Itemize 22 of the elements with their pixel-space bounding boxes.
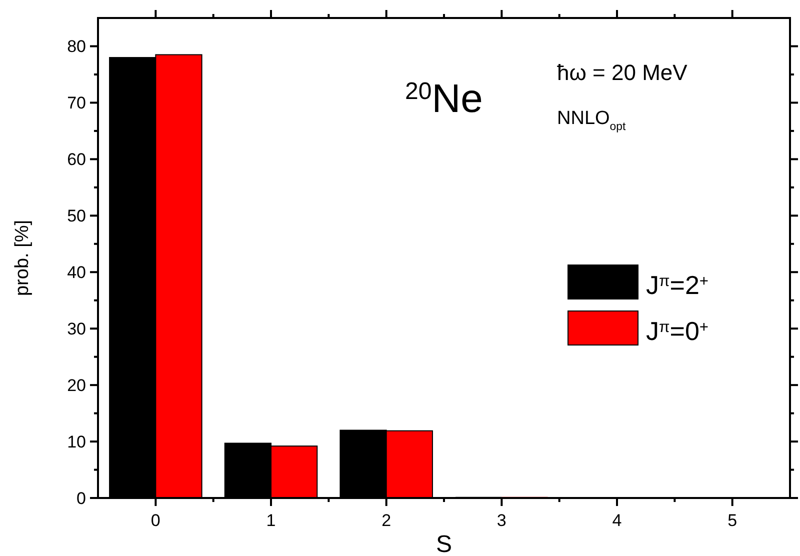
annotation: NNLO$_{opt}$ [557, 108, 626, 133]
x-tick-label: 1 [266, 511, 276, 530]
annotation: ħω = 20 MeV [557, 60, 688, 85]
annotation: $^{20}$Ne [405, 77, 483, 121]
y-tick-label: 20 [67, 376, 86, 396]
y-tick-label: 70 [67, 94, 86, 113]
y-tick-label: 40 [67, 263, 86, 282]
y-tick-label: 60 [67, 150, 86, 170]
legend-label: J$^{π}$=2$^{+}$ [646, 270, 709, 300]
x-tick-label: 4 [612, 511, 622, 530]
legend-label: J$^{π}$=0$^{+}$ [646, 316, 709, 346]
y-tick-label: 50 [67, 206, 86, 226]
x-tick-label: 2 [382, 511, 392, 530]
y-tick-label: 80 [67, 37, 86, 56]
x-axis-title: S [436, 531, 452, 556]
y-tick-label: 30 [67, 320, 86, 339]
y-axis-title: prob. [%] [12, 220, 33, 296]
y-tick-label: 10 [67, 432, 86, 452]
x-tick-label: 0 [150, 511, 160, 530]
y-tick-label: 0 [76, 488, 86, 508]
x-tick-label: 5 [728, 511, 738, 530]
x-tick-label: 3 [496, 511, 506, 530]
